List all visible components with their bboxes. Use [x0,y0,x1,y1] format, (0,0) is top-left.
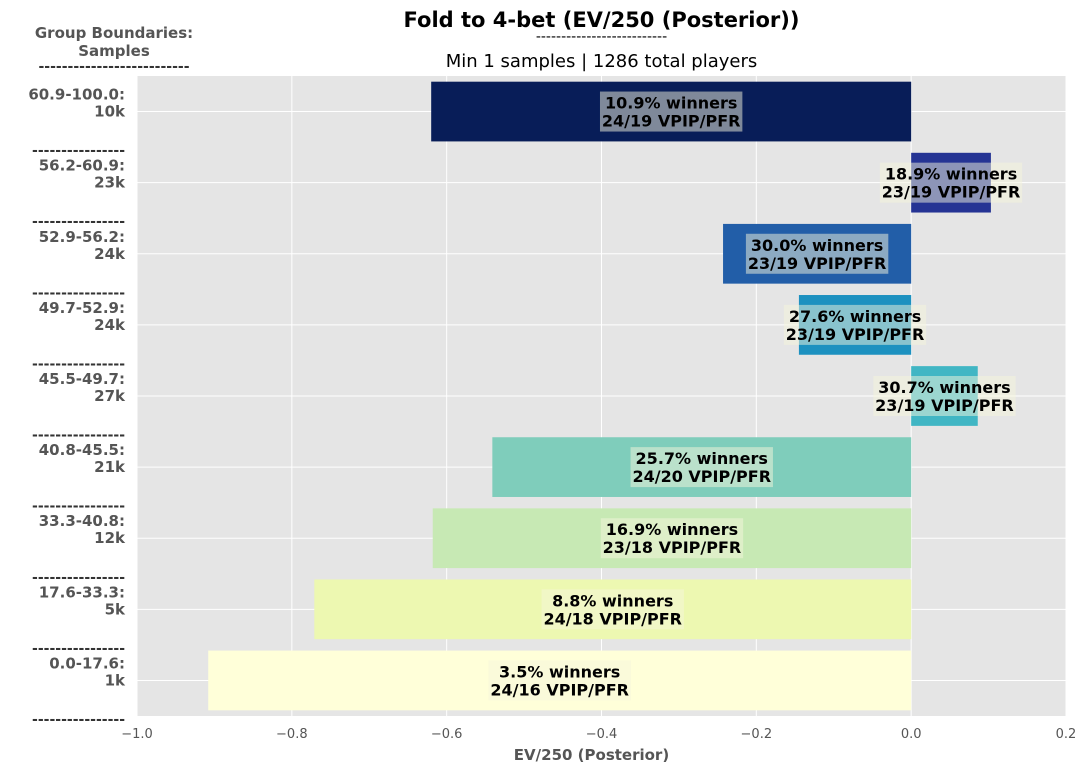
y-tick-label-samples: 1k [105,671,126,689]
bar-label-winners: 27.6% winners [789,307,921,326]
bar-label-vpip-pfr: 24/16 VPIP/PFR [490,680,629,699]
bar-label-vpip-pfr: 23/19 VPIP/PFR [875,396,1014,415]
y-tick-label-range: 40.8-45.5: [39,441,125,459]
y-axis-header-separator: -------------------------- [38,59,190,75]
group-separator: ---------------- [32,214,125,230]
x-tick-label: −1.0 [121,727,153,742]
y-tick-label-samples: 5k [105,600,126,618]
bar-label-box [600,518,744,559]
bar-label-winners: 25.7% winners [636,449,768,468]
y-tick-label-range: 17.6-33.3: [39,583,125,601]
y-tick-label-range: 60.9-100.0: [28,86,125,104]
y-axis-header-line2: Samples [78,42,150,60]
y-axis-header-line1: Group Boundaries: [34,24,194,42]
bar-label-vpip-pfr: 23/18 VPIP/PFR [603,538,742,557]
y-tick-label-range: 56.2-60.9: [39,157,125,175]
y-tick-label-samples: 27k [94,387,126,405]
group-separator: ---------------- [32,499,125,515]
group-separator: ---------------- [32,428,125,444]
bar-label-vpip-pfr: 23/19 VPIP/PFR [882,183,1021,202]
bar-label-winners: 16.9% winners [606,520,738,539]
bar-label-winners: 30.0% winners [751,236,883,255]
x-tick-label: −0.2 [741,727,773,742]
bar-label-box [599,91,743,132]
bar-label-box [879,162,1023,203]
bar-label-box [541,589,684,630]
bar-label-box [630,447,773,488]
bar-label-vpip-pfr: 23/19 VPIP/PFR [786,325,925,344]
x-tick-label: 0.0 [901,727,922,742]
chart-subtitle: Min 1 samples | 1286 total players [445,51,758,72]
y-tick-label-range: 49.7-52.9: [39,299,125,317]
x-tick-label: −0.4 [586,727,618,742]
x-tick-label: 0.2 [1056,727,1077,742]
y-tick-label-range: 0.0-17.6: [49,654,125,672]
group-separator: ---------------- [32,641,125,657]
group-separator: ---------------- [32,570,125,586]
bar-label-box [488,660,631,701]
y-tick-label-range: 52.9-56.2: [39,228,125,246]
bar-label-winners: 30.7% winners [878,378,1010,397]
bar-label-vpip-pfr: 24/19 VPIP/PFR [602,112,741,131]
chart-title: Fold to 4-bet (EV/250 (Posterior)) [403,8,800,32]
bar-label-box [873,376,1016,416]
bar-label-vpip-pfr: 24/18 VPIP/PFR [543,609,682,628]
group-separator: ---------------- [32,143,125,159]
bar-label-box [745,233,889,274]
bar-label-box [783,304,927,345]
bar-label-winners: 8.8% winners [552,591,673,610]
y-tick-label-samples: 10k [94,103,126,121]
y-axis-header: Group Boundaries: Samples [14,24,214,60]
y-tick-label-samples: 23k [94,174,126,192]
bar-label-winners: 10.9% winners [605,94,737,113]
y-tick-label-samples: 24k [94,245,126,263]
group-separator: ---------------- [32,285,125,301]
bar-label-winners: 3.5% winners [499,662,620,681]
bar-label-winners: 18.9% winners [885,165,1017,184]
group-separator: ---------------- [32,712,125,728]
x-tick-label: −0.8 [276,727,308,742]
y-tick-label-samples: 12k [94,529,126,547]
y-tick-label-samples: 21k [94,458,126,476]
y-tick-label-range: 45.5-49.7: [39,370,125,388]
y-tick-label-samples: 24k [94,316,126,334]
title-separator: -------------------------- [535,29,668,45]
bar-label-vpip-pfr: 23/19 VPIP/PFR [748,254,887,273]
bar-label-vpip-pfr: 24/20 VPIP/PFR [632,467,771,486]
x-axis-label: EV/250 (Posterior) [514,746,669,764]
group-separator: ---------------- [32,356,125,372]
x-tick-label: −0.6 [431,727,463,742]
y-tick-label-range: 33.3-40.8: [39,512,125,530]
